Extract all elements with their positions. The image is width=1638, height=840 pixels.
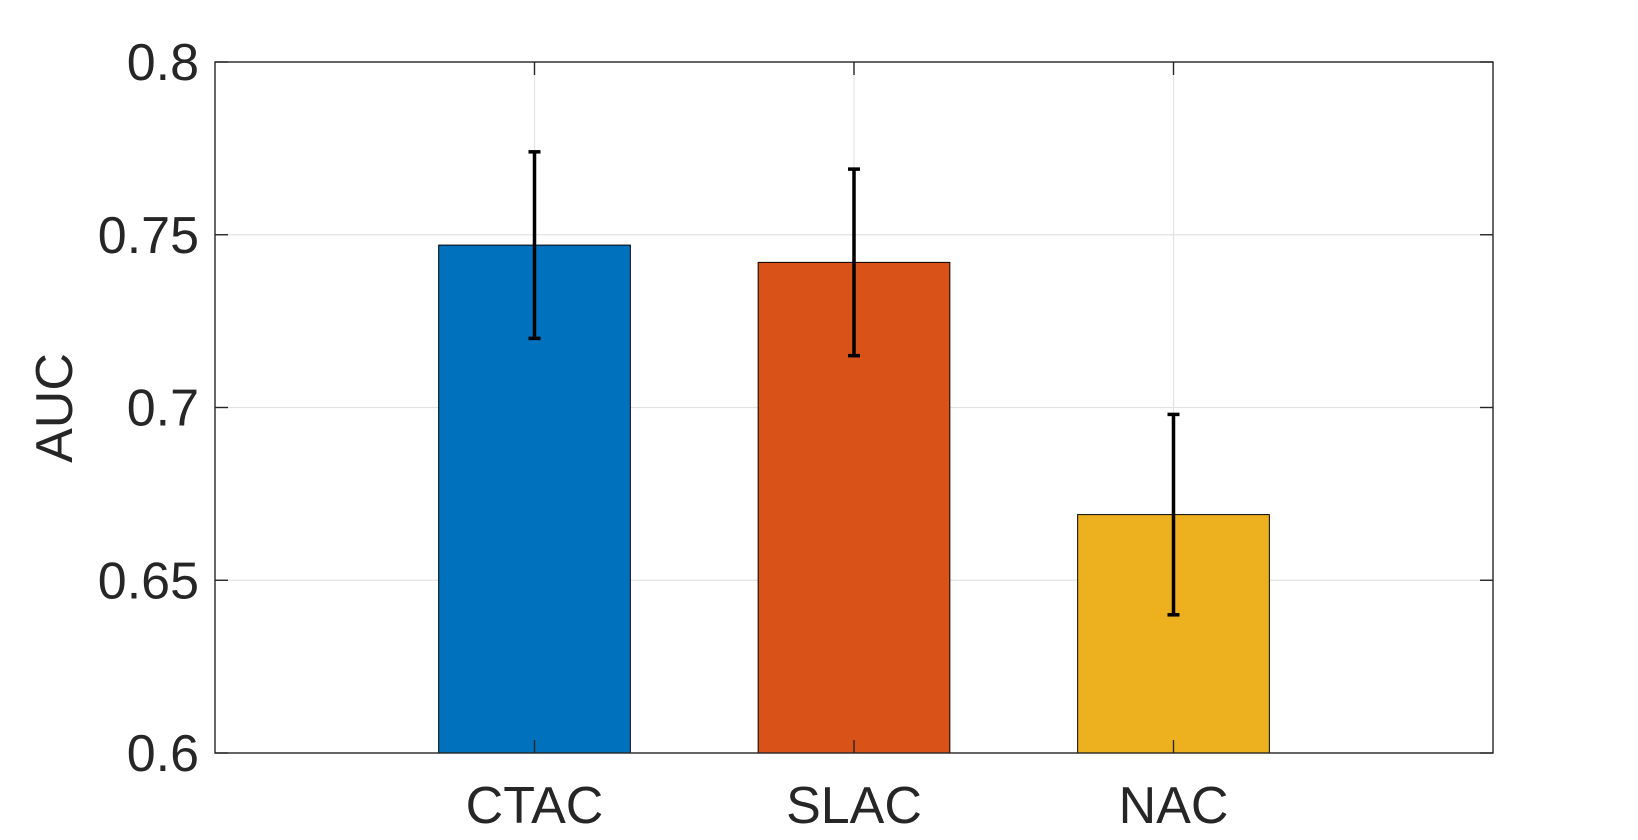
x-tick-labels: CTAC SLAC NAC [466,777,1229,835]
x-tick-label-nac: NAC [1119,777,1229,835]
y-tick-label: 0.6 [127,725,199,783]
x-tick-label-slac: SLAC [786,777,922,835]
x-tick-label-ctac: CTAC [466,777,604,835]
y-tick-label: 0.65 [98,552,199,610]
y-tick-label: 0.75 [98,207,199,265]
error-bars [528,150,1180,617]
y-axis-label: AUC [26,353,84,463]
axis-ticks [215,61,1493,754]
y-tick-label: 0.8 [127,34,199,92]
y-tick-label: 0.7 [127,380,199,438]
y-tick-labels: 0.6 0.65 0.7 0.75 0.8 [98,34,199,783]
